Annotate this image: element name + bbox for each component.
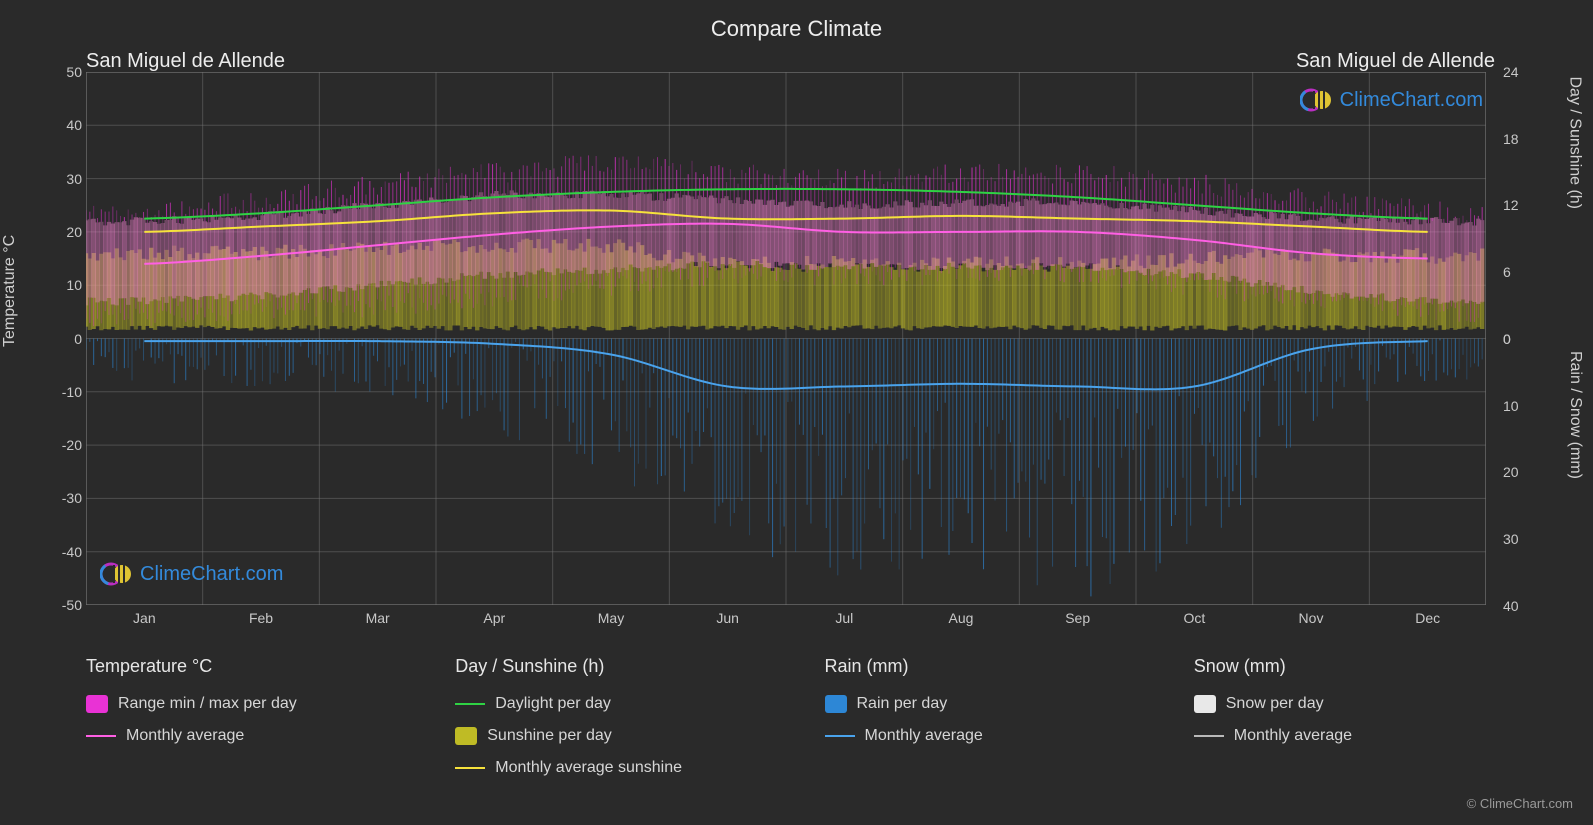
location-left: San Miguel de Allende: [86, 50, 285, 73]
legend-label: Snow per day: [1226, 695, 1324, 713]
legend-col-title: Rain (mm): [825, 656, 1184, 677]
legend-label: Range min / max per day: [118, 695, 297, 713]
legend-swatch: [86, 735, 116, 737]
legend-col-title: Temperature °C: [86, 656, 445, 677]
legend-swatch: [455, 767, 485, 769]
y-axis-left-label: Temperature °C: [1, 235, 19, 347]
legend-row: Rain per day: [825, 695, 1184, 713]
copyright: © ClimeChart.com: [1467, 796, 1573, 811]
legend-row: Snow per day: [1194, 695, 1553, 713]
legend-label: Daylight per day: [495, 695, 611, 713]
y-axis-left-ticks: -50-40-30-20-1001020304050: [34, 72, 82, 605]
legend-label: Monthly average: [865, 727, 983, 745]
climate-plot: [86, 72, 1486, 605]
legend-row: Monthly average sunshine: [455, 759, 814, 777]
legend-row: Daylight per day: [455, 695, 814, 713]
y-axis-right-bottom-ticks: 010203040: [1503, 339, 1545, 606]
legend-label: Sunshine per day: [487, 727, 612, 745]
legend-swatch: [86, 695, 108, 713]
legend-label: Monthly average sunshine: [495, 759, 682, 777]
location-right: San Miguel de Allende: [1296, 50, 1495, 73]
legend-label: Monthly average: [126, 727, 244, 745]
legend-label: Rain per day: [857, 695, 948, 713]
legend-swatch: [455, 703, 485, 705]
y-axis-right-bottom-label: Rain / Snow (mm): [1566, 351, 1584, 479]
legend-swatch: [825, 695, 847, 713]
legend-swatch: [455, 727, 477, 745]
watermark-bottom-left: ClimeChart.com: [100, 560, 283, 588]
legend-label: Monthly average: [1234, 727, 1352, 745]
legend: Temperature °C Range min / max per day Mon…: [86, 656, 1553, 791]
legend-swatch: [825, 735, 855, 737]
legend-row: Monthly average: [1194, 727, 1553, 745]
legend-swatch: [1194, 695, 1216, 713]
y-axis-right-top-label: Day / Sunshine (h): [1566, 76, 1584, 209]
y-axis-right-top-ticks: 06121824: [1503, 72, 1545, 339]
legend-row: Range min / max per day: [86, 695, 445, 713]
legend-col-title: Snow (mm): [1194, 656, 1553, 677]
legend-col-title: Day / Sunshine (h): [455, 656, 814, 677]
watermark-top-right: ClimeChart.com: [1300, 86, 1483, 114]
legend-row: Sunshine per day: [455, 727, 814, 745]
chart-title: Compare Climate: [0, 16, 1593, 42]
legend-row: Monthly average: [86, 727, 445, 745]
legend-row: Monthly average: [825, 727, 1184, 745]
legend-swatch: [1194, 735, 1224, 737]
